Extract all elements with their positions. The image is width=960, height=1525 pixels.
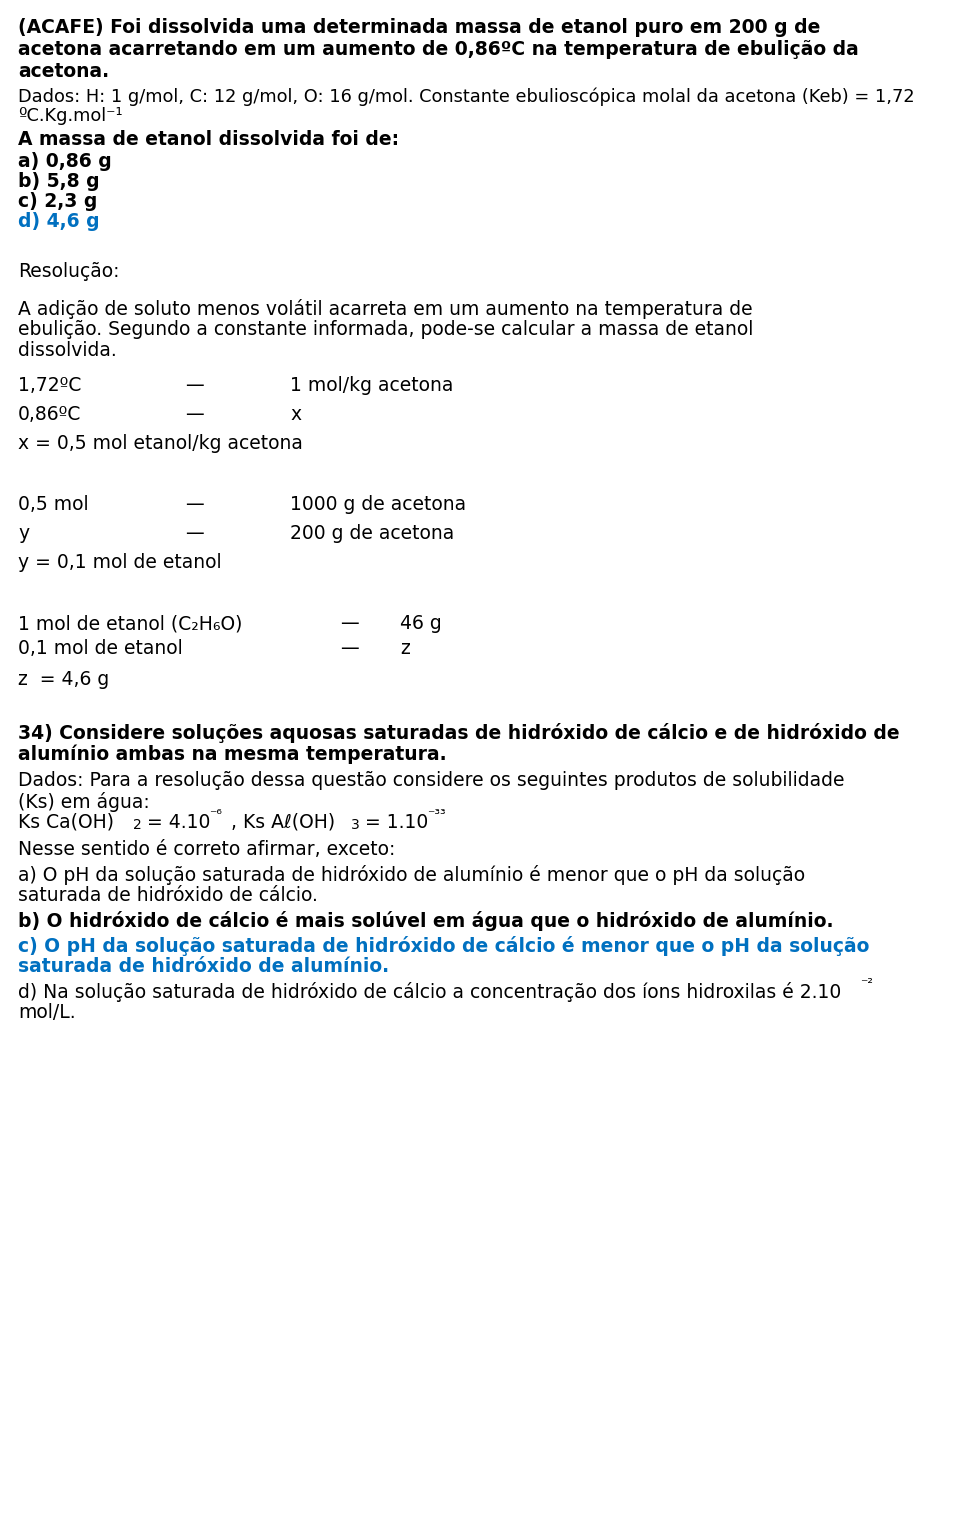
Text: acetona acarretando em um aumento de 0,86ºC na temperatura de ebulição da: acetona acarretando em um aumento de 0,8… [18, 40, 859, 59]
Text: —: — [185, 377, 204, 395]
Text: 1 mol/kg acetona: 1 mol/kg acetona [290, 377, 453, 395]
Text: z: z [400, 639, 410, 657]
Text: —: — [340, 639, 359, 657]
Text: —: — [340, 615, 359, 633]
Text: Nesse sentido é correto afirmar, exceto:: Nesse sentido é correto afirmar, exceto: [18, 840, 396, 859]
Text: ºC.Kg.mol⁻¹: ºC.Kg.mol⁻¹ [18, 107, 123, 125]
Text: 0,1 mol de etanol: 0,1 mol de etanol [18, 639, 182, 657]
Text: 200 g de acetona: 200 g de acetona [290, 525, 454, 543]
Text: 1 mol de etanol (C₂H₆O): 1 mol de etanol (C₂H₆O) [18, 615, 242, 633]
Text: x = 0,5 mol etanol/kg acetona: x = 0,5 mol etanol/kg acetona [18, 435, 302, 453]
Text: b) O hidróxido de cálcio é mais solúvel em água que o hidróxido de alumínio.: b) O hidróxido de cálcio é mais solúvel … [18, 910, 833, 930]
Text: ⁻⁶: ⁻⁶ [209, 808, 222, 822]
Text: 1000 g de acetona: 1000 g de acetona [290, 496, 467, 514]
Text: 34) Considere soluções aquosas saturadas de hidróxido de cálcio e de hidróxido d: 34) Considere soluções aquosas saturadas… [18, 723, 900, 743]
Text: c) 2,3 g: c) 2,3 g [18, 192, 97, 210]
Text: 3: 3 [351, 817, 360, 833]
Text: 1,72ºC: 1,72ºC [18, 377, 82, 395]
Text: —: — [185, 406, 204, 424]
Text: 2: 2 [133, 817, 142, 833]
Text: saturada de hidróxido de alumínio.: saturada de hidróxido de alumínio. [18, 958, 389, 976]
Text: Dados: Para a resolução dessa questão considere os seguintes produtos de solubil: Dados: Para a resolução dessa questão co… [18, 772, 845, 790]
Text: A adição de soluto menos volátil acarreta em um aumento na temperatura de: A adição de soluto menos volátil acarret… [18, 299, 753, 319]
Text: ⁻²: ⁻² [860, 978, 873, 991]
Text: Ks Ca(OH): Ks Ca(OH) [18, 813, 114, 833]
Text: y = 0,1 mol de etanol: y = 0,1 mol de etanol [18, 554, 222, 572]
Text: ⁻³³: ⁻³³ [427, 808, 445, 822]
Text: b) 5,8 g: b) 5,8 g [18, 172, 100, 191]
Text: A massa de etanol dissolvida foi de:: A massa de etanol dissolvida foi de: [18, 130, 399, 149]
Text: a) O pH da solução saturada de hidróxido de alumínio é menor que o pH da solução: a) O pH da solução saturada de hidróxido… [18, 865, 805, 884]
Text: dissolvida.: dissolvida. [18, 342, 117, 360]
Text: —: — [185, 496, 204, 514]
Text: (ACAFE) Foi dissolvida uma determinada massa de etanol puro em 200 g de: (ACAFE) Foi dissolvida uma determinada m… [18, 18, 821, 37]
Text: —: — [185, 525, 204, 543]
Text: acetona.: acetona. [18, 63, 109, 81]
Text: 0,5 mol: 0,5 mol [18, 496, 88, 514]
Text: d) 4,6 g: d) 4,6 g [18, 212, 100, 230]
Text: 0,86ºC: 0,86ºC [18, 406, 82, 424]
Text: saturada de hidróxido de cálcio.: saturada de hidróxido de cálcio. [18, 886, 318, 904]
Text: c) O pH da solução saturada de hidróxido de cálcio é menor que o pH da solução: c) O pH da solução saturada de hidróxido… [18, 936, 870, 956]
Text: = 1.10: = 1.10 [365, 813, 428, 833]
Text: ebulição. Segundo a constante informada, pode-se calcular a massa de etanol: ebulição. Segundo a constante informada,… [18, 320, 754, 339]
Text: y: y [18, 525, 29, 543]
Text: d) Na solução saturada de hidróxido de cálcio a concentração dos íons hidroxilas: d) Na solução saturada de hidróxido de c… [18, 982, 841, 1002]
Text: 46 g: 46 g [400, 615, 442, 633]
Text: alumínio ambas na mesma temperatura.: alumínio ambas na mesma temperatura. [18, 746, 446, 764]
Text: = 4.10: = 4.10 [147, 813, 210, 833]
Text: mol/L.: mol/L. [18, 1003, 76, 1022]
Text: a) 0,86 g: a) 0,86 g [18, 152, 111, 171]
Text: Dados: H: 1 g/mol, C: 12 g/mol, O: 16 g/mol. Constante ebulioscópica molal da ac: Dados: H: 1 g/mol, C: 12 g/mol, O: 16 g/… [18, 88, 915, 107]
Text: z  = 4,6 g: z = 4,6 g [18, 669, 109, 689]
Text: x: x [290, 406, 301, 424]
Text: (Ks) em água:: (Ks) em água: [18, 791, 150, 811]
Text: Resolução:: Resolução: [18, 262, 119, 281]
Text: , Ks Aℓ(OH): , Ks Aℓ(OH) [231, 813, 335, 833]
